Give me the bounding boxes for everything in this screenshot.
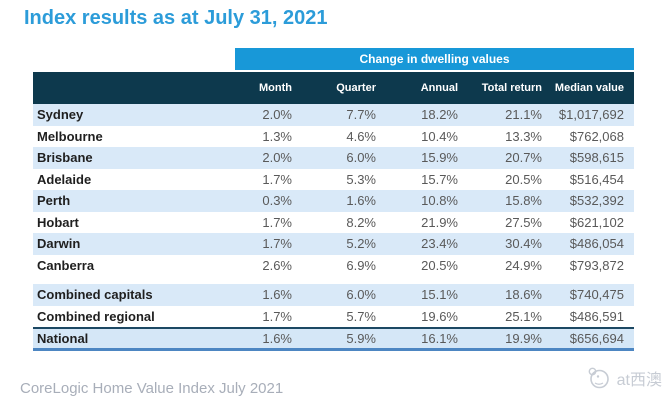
- value-cell: 5.9%: [346, 331, 376, 346]
- group-header-row: Change in dwelling values: [33, 48, 634, 70]
- header-cell: Total return: [481, 82, 542, 94]
- table-row: Sydney 2.0% 7.7% 18.2% 21.1% $1,017,692: [33, 104, 634, 126]
- row-label-cell: Perth: [37, 193, 71, 209]
- value-cell: 6.0%: [346, 150, 376, 166]
- value-cell: 18.2%: [421, 107, 458, 123]
- watermark-label: at西澳: [616, 372, 662, 389]
- table-row: Melbourne 1.3% 4.6% 10.4% 13.3% $762,068: [33, 125, 634, 147]
- table-row: Darwin 1.7% 5.2% 23.4% 30.4% $486,054: [33, 233, 634, 255]
- table-row: Hobart 1.7% 8.2% 21.9% 27.5% $621,102: [33, 211, 634, 233]
- value-cell: $532,392: [569, 193, 624, 209]
- value-cell: $486,054: [569, 236, 624, 252]
- value-cell: 8.2%: [346, 214, 376, 230]
- value-cell: 1.6%: [262, 287, 292, 303]
- value-cell: 2.0%: [262, 150, 292, 166]
- value-cell: 15.9%: [421, 150, 458, 166]
- watermark: at西澳: [586, 365, 662, 391]
- row-label-cell: Sydney: [37, 107, 84, 123]
- value-cell: 20.7%: [505, 150, 542, 166]
- brand-logo-icon: [588, 367, 609, 389]
- table-row: National 1.6% 5.9% 16.1% 19.9% $656,694: [33, 327, 634, 351]
- value-cell: 20.5%: [421, 257, 458, 273]
- value-cell: 1.6%: [262, 331, 292, 346]
- table-row: Perth 0.3% 1.6% 10.8% 15.8% $532,392: [33, 190, 634, 212]
- row-label-cell: Hobart: [37, 214, 79, 230]
- source-caption: CoreLogic Home Value Index July 2021: [20, 380, 284, 397]
- value-cell: 1.6%: [346, 193, 376, 209]
- value-cell: 2.0%: [262, 107, 292, 123]
- value-cell: 19.9%: [505, 331, 542, 346]
- header-cell: Annual: [420, 82, 458, 94]
- value-cell: 15.8%: [505, 193, 542, 209]
- value-cell: 1.7%: [262, 308, 292, 324]
- value-cell: 5.2%: [346, 236, 376, 252]
- value-cell: 0.3%: [262, 193, 292, 209]
- value-cell: 30.4%: [505, 236, 542, 252]
- value-cell: 1.7%: [262, 214, 292, 230]
- value-cell: 1.7%: [262, 171, 292, 187]
- value-cell: $516,454: [569, 171, 624, 187]
- value-cell: 25.1%: [505, 308, 542, 324]
- header-cell: Median value: [554, 82, 624, 94]
- table-body: Sydney 2.0% 7.7% 18.2% 21.1% $1,017,692 Melbou…: [33, 104, 634, 351]
- value-cell: $656,694: [569, 331, 624, 346]
- row-label-cell: Combined capitals: [37, 287, 153, 303]
- header-cell: Month: [259, 82, 292, 94]
- value-cell: 2.6%: [262, 257, 292, 273]
- table-row: Combined capitals 1.6% 6.0% 15.1% 18.6% $740,…: [33, 284, 634, 306]
- value-cell: 15.7%: [421, 171, 458, 187]
- value-cell: $793,872: [569, 257, 624, 273]
- page-title: Index results as at July 31, 2021: [24, 7, 328, 29]
- value-cell: 20.5%: [505, 171, 542, 187]
- value-cell: 1.7%: [262, 236, 292, 252]
- table-row: Brisbane 2.0% 6.0% 15.9% 20.7% $598,615: [33, 147, 634, 169]
- row-label-cell: National: [37, 331, 89, 346]
- value-cell: $740,475: [569, 287, 624, 303]
- value-cell: 5.7%: [346, 308, 376, 324]
- value-cell: 7.7%: [346, 107, 376, 123]
- value-cell: 6.9%: [346, 257, 376, 273]
- value-cell: 21.1%: [505, 107, 542, 123]
- table-row: Combined regional 1.7% 5.7% 19.6% 25.1% $486,…: [33, 305, 634, 327]
- value-cell: 23.4%: [421, 236, 458, 252]
- row-label-cell: Adelaide: [37, 171, 92, 187]
- value-cell: 1.3%: [262, 128, 292, 144]
- row-label-cell: Melbourne: [37, 128, 103, 144]
- value-cell: 16.1%: [421, 331, 458, 346]
- value-cell: $598,615: [569, 150, 624, 166]
- value-cell: 10.8%: [421, 193, 458, 209]
- table-row: Adelaide 1.7% 5.3% 15.7% 20.5% $516,454: [33, 168, 634, 190]
- value-cell: 10.4%: [421, 128, 458, 144]
- value-cell: 13.3%: [505, 128, 542, 144]
- value-cell: $762,068: [569, 128, 624, 144]
- index-results-table: Change in dwelling values Month Quarter An…: [33, 48, 634, 351]
- value-cell: 24.9%: [505, 257, 542, 273]
- value-cell: 6.0%: [346, 287, 376, 303]
- value-cell: 18.6%: [505, 287, 542, 303]
- value-cell: 5.3%: [346, 171, 376, 187]
- value-cell: $1,017,692: [558, 107, 624, 123]
- group-header: Change in dwelling values: [235, 48, 634, 70]
- value-cell: 19.6%: [421, 308, 458, 324]
- table-header-row: Month Quarter Annual Total return Median val…: [33, 72, 634, 104]
- value-cell: $621,102: [569, 214, 624, 230]
- table-row: Canberra 2.6% 6.9% 20.5% 24.9% $793,872: [33, 254, 634, 276]
- value-cell: 15.1%: [421, 287, 458, 303]
- value-cell: 21.9%: [421, 214, 458, 230]
- value-cell: $486,591: [569, 308, 624, 324]
- value-cell: 4.6%: [346, 128, 376, 144]
- row-label-cell: Darwin: [37, 236, 81, 252]
- row-label-cell: Combined regional: [37, 308, 155, 324]
- header-cell: Quarter: [336, 82, 376, 94]
- row-label-cell: Canberra: [37, 257, 95, 273]
- value-cell: 27.5%: [505, 214, 542, 230]
- row-label-cell: Brisbane: [37, 150, 93, 166]
